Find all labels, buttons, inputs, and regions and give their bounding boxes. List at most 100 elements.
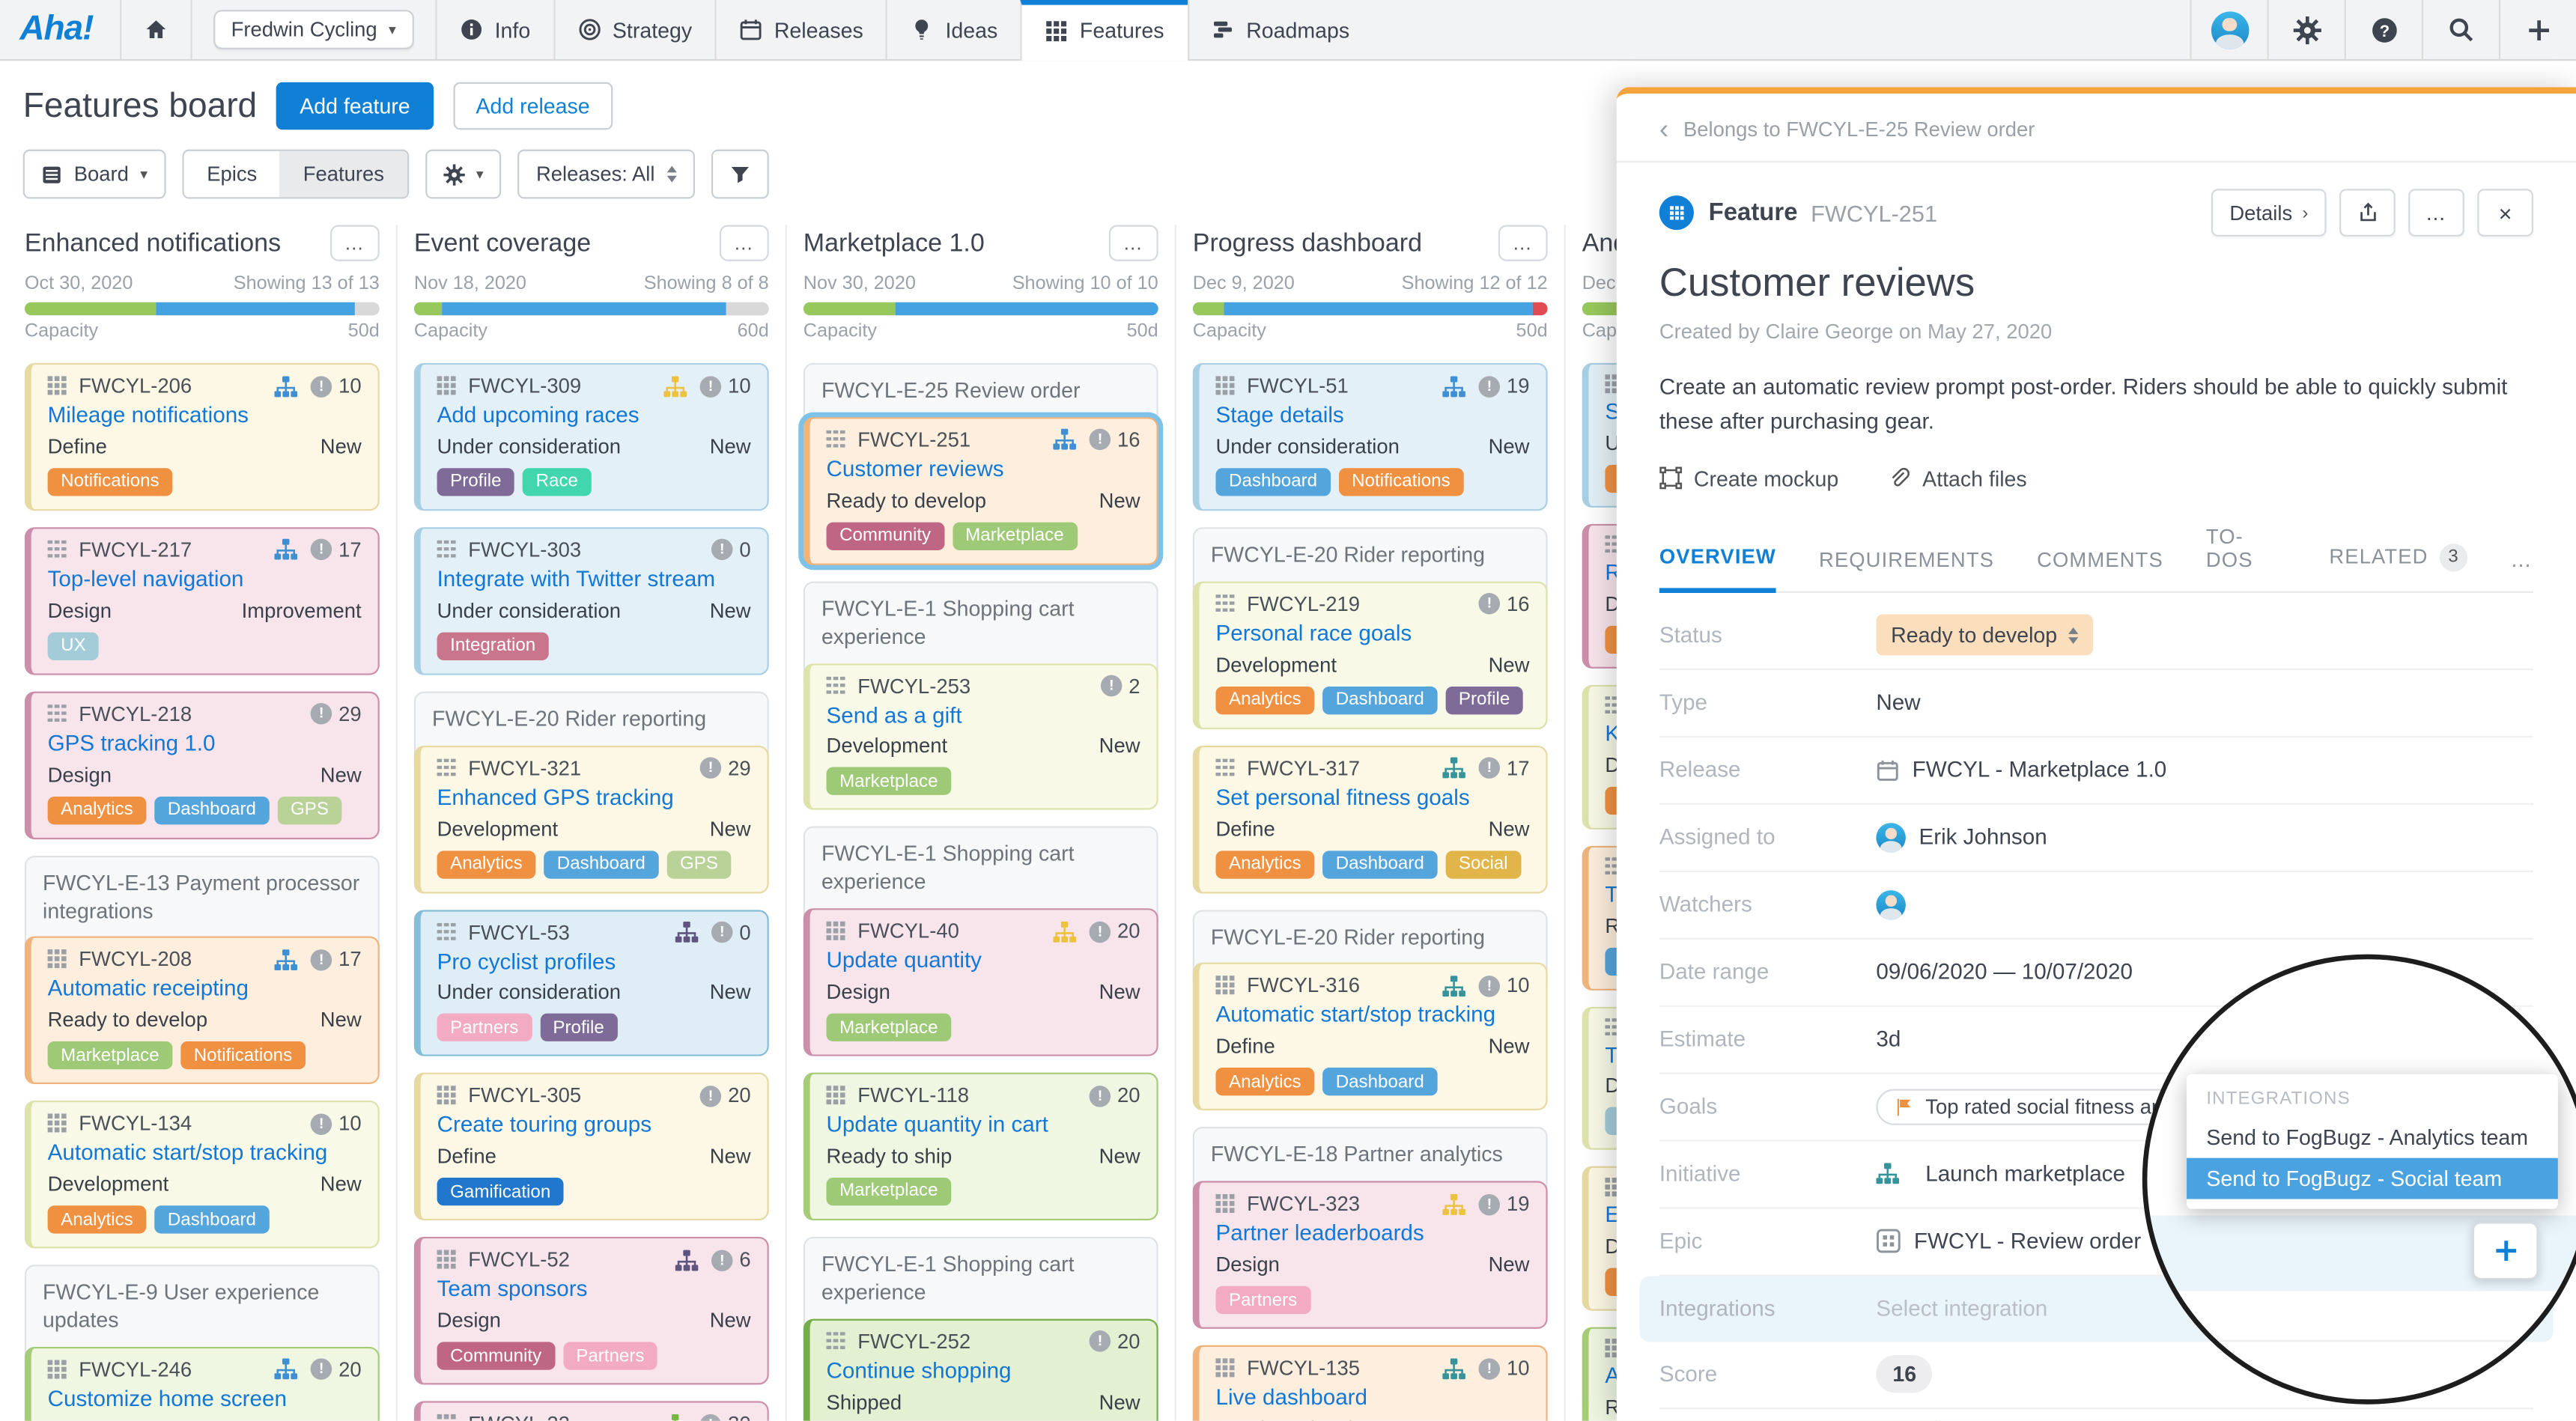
card-title-link[interactable]: Continue shopping: [826, 1357, 1012, 1383]
details-button[interactable]: Details ›: [2211, 189, 2327, 237]
tab-strategy[interactable]: Strategy: [553, 0, 715, 59]
feature-card-fwcyl-321[interactable]: FWCYL-321 ! 29 Enhanced GPS tracking Develop…: [413, 745, 769, 893]
feature-card-fwcyl-317[interactable]: FWCYL-317 ! 17 Set personal fitness goals De…: [1192, 745, 1548, 893]
feature-card-fwcyl-316[interactable]: FWCYL-316 ! 10 Automatic start/stop trackin…: [1192, 963, 1548, 1111]
quick-add-button[interactable]: [2498, 0, 2576, 59]
tab-requirements[interactable]: REQUIREMENTS: [1818, 548, 1995, 572]
help-button[interactable]: ?: [2344, 0, 2422, 59]
feature-card-fwcyl-309[interactable]: FWCYL-309 ! 10 Add upcoming races Under cons…: [413, 362, 769, 511]
field-value[interactable]: Launch marketplace: [1925, 1161, 2125, 1187]
card-title-link[interactable]: Top-level navigation: [47, 566, 244, 591]
tab-roadmaps[interactable]: Roadmaps: [1187, 0, 1373, 59]
home-button[interactable]: [119, 0, 189, 59]
feature-card-fwcyl-134[interactable]: FWCYL-134 ! 10 Automatic start/stop trackin…: [24, 1101, 380, 1249]
tabs-more-button[interactable]: …: [2510, 547, 2533, 572]
feature-card-fwcyl-22[interactable]: FWCYL-22!30Enhanced language optionsDesi…: [413, 1401, 769, 1421]
tab-to-dos[interactable]: TO-DOS: [2205, 525, 2253, 572]
close-button[interactable]: ×: [2477, 189, 2533, 237]
card-title-link[interactable]: Live dashboard: [1215, 1384, 1368, 1410]
card-title-link[interactable]: Send as a gift: [826, 702, 962, 727]
plus-icon: [2526, 17, 2551, 42]
column-more-button[interactable]: …: [1498, 225, 1548, 261]
field-value[interactable]: Erik Johnson: [1919, 825, 2047, 850]
card-title-link[interactable]: GPS tracking 1.0: [47, 730, 216, 755]
user-menu[interactable]: [2190, 0, 2267, 59]
feature-card-fwcyl-40[interactable]: FWCYL-40 ! 20 Update quantity Design New Marke…: [803, 908, 1158, 1056]
field-value[interactable]: FWCYL - Marketplace 1.0: [1912, 758, 2167, 783]
search-button[interactable]: [2421, 0, 2499, 59]
feature-card-fwcyl-246[interactable]: FWCYL-246 !20 Customize home screen Ready t…: [24, 1346, 380, 1421]
add-release-button[interactable]: Add release: [452, 82, 613, 130]
integration-option[interactable]: Send to FogBugz - Analytics team: [2206, 1125, 2529, 1150]
feature-card-fwcyl-323[interactable]: FWCYL-323 ! 19 Partner leaderboards Design Ne…: [1192, 1181, 1548, 1329]
card-title-link[interactable]: Add upcoming races: [437, 402, 640, 427]
card-title-link[interactable]: Partner leaderboards: [1215, 1220, 1424, 1246]
tab-releases[interactable]: Releases: [714, 0, 887, 59]
tab-features[interactable]: Features: [1020, 0, 1188, 61]
card-title-link[interactable]: Update quantity in cart: [826, 1112, 1048, 1137]
feature-card-fwcyl-118[interactable]: FWCYL-118 ! 20 Update quantity in cart Ready…: [803, 1072, 1158, 1220]
toggle-features[interactable]: Features: [279, 150, 407, 198]
column-more-button[interactable]: …: [719, 225, 769, 261]
card-title-link[interactable]: Stage details: [1215, 402, 1344, 427]
releases-filter[interactable]: Releases: All: [517, 149, 695, 199]
card-title-link[interactable]: Personal race goals: [1215, 620, 1412, 645]
board-settings-button[interactable]: ▾: [425, 149, 502, 199]
card-title-link[interactable]: Create touring groups: [437, 1113, 652, 1138]
card-title-link[interactable]: Integrate with Twitter stream: [437, 566, 716, 591]
feature-card-fwcyl-53[interactable]: FWCYL-53 ! 0 Pro cyclist profiles Under cons…: [413, 909, 769, 1057]
back-to-epic-link[interactable]: ‹ Belongs to FWCYL-E-25 Review order: [1616, 94, 2576, 163]
card-title-link[interactable]: Automatic start/stop tracking: [1215, 1002, 1496, 1028]
hierarchy-icon: [1442, 375, 1478, 397]
more-actions-button[interactable]: …: [2408, 189, 2464, 237]
feature-card-fwcyl-217[interactable]: FWCYL-217 ! 17 Top-level navigation Design Im…: [24, 526, 380, 675]
card-title-link[interactable]: Update quantity: [826, 948, 982, 973]
tab-ideas[interactable]: Ideas: [886, 0, 1020, 59]
add-feature-button[interactable]: Add feature: [276, 82, 434, 130]
feature-card-fwcyl-251[interactable]: FWCYL-251 ! 16 Customer reviews Ready to dev…: [803, 417, 1158, 565]
feature-card-fwcyl-135[interactable]: FWCYL-135 !10 Live dashboard Ready to devel…: [1192, 1345, 1548, 1421]
tab-comments[interactable]: COMMENTS: [2037, 548, 2163, 572]
filter-button[interactable]: [711, 149, 768, 199]
feature-card-fwcyl-218[interactable]: FWCYL-218 ! 29 GPS tracking 1.0 Design New Ana…: [24, 691, 380, 839]
feature-card-fwcyl-303[interactable]: FWCYL-303 ! 0 Integrate with Twitter stream…: [413, 526, 769, 675]
add-integration-button[interactable]: [2472, 1222, 2539, 1280]
feature-card-fwcyl-305[interactable]: FWCYL-305 ! 20 Create touring groups Define N…: [413, 1073, 769, 1221]
score-value[interactable]: 16: [1876, 1355, 1933, 1394]
feature-card-fwcyl-206[interactable]: FWCYL-206 ! 10 Mileage notifications Define N…: [24, 362, 380, 511]
feature-card-fwcyl-253[interactable]: FWCYL-253 ! 2 Send as a gift Development New M…: [803, 663, 1158, 811]
column-more-button[interactable]: …: [329, 225, 380, 261]
card-title-link[interactable]: Customize home screen: [47, 1386, 287, 1411]
project-switcher[interactable]: Fredwin Cycling ▾: [213, 10, 415, 49]
feature-card-fwcyl-208[interactable]: FWCYL-208 ! 17 Automatic receipting Ready to…: [24, 937, 380, 1085]
card-title-link[interactable]: Mileage notifications: [47, 402, 249, 427]
avatar[interactable]: [1876, 889, 1906, 920]
card-title-link[interactable]: Automatic start/stop tracking: [47, 1140, 328, 1166]
attach-files-button[interactable]: Attach files: [1888, 466, 2027, 491]
status-pill[interactable]: Ready to develop: [1876, 615, 2094, 657]
tab-info[interactable]: Info: [435, 0, 553, 59]
integration-option[interactable]: Send to FogBugz - Social team: [2187, 1157, 2558, 1199]
feature-card-fwcyl-52[interactable]: FWCYL-52 ! 6 Team sponsors Design New Communit…: [413, 1237, 769, 1385]
tab-related[interactable]: RELATED 3: [2329, 543, 2468, 591]
card-title-link[interactable]: Set personal fitness goals: [1215, 784, 1470, 809]
card-title-link[interactable]: Enhanced GPS tracking: [437, 784, 674, 809]
card-title-link[interactable]: Automatic receipting: [47, 976, 249, 1001]
tab-overview[interactable]: OVERVIEW: [1659, 545, 1776, 593]
feature-card-fwcyl-51[interactable]: FWCYL-51 ! 19 Stage details Under considerat…: [1192, 362, 1548, 511]
card-title-link[interactable]: Team sponsors: [437, 1277, 588, 1302]
share-button[interactable]: [2339, 189, 2396, 237]
field-value: 3d: [1876, 1026, 1901, 1052]
integration-placeholder[interactable]: Select integration: [1876, 1296, 2048, 1321]
toggle-epics[interactable]: Epics: [183, 150, 280, 198]
create-mockup-button[interactable]: Create mockup: [1659, 466, 1838, 491]
board-view-select[interactable]: Board ▾: [22, 149, 166, 199]
card-title-link[interactable]: Customer reviews: [826, 456, 1004, 481]
settings-button[interactable]: [2267, 0, 2345, 59]
field-value[interactable]: FWCYL - Review order: [1913, 1229, 2142, 1254]
feature-card-fwcyl-219[interactable]: FWCYL-219 ! 16 Personal race goals Developme…: [1192, 581, 1548, 729]
aha-logo[interactable]: Aha!: [19, 10, 94, 48]
card-title-link[interactable]: Pro cyclist profiles: [437, 949, 616, 973]
column-more-button[interactable]: …: [1108, 225, 1158, 261]
